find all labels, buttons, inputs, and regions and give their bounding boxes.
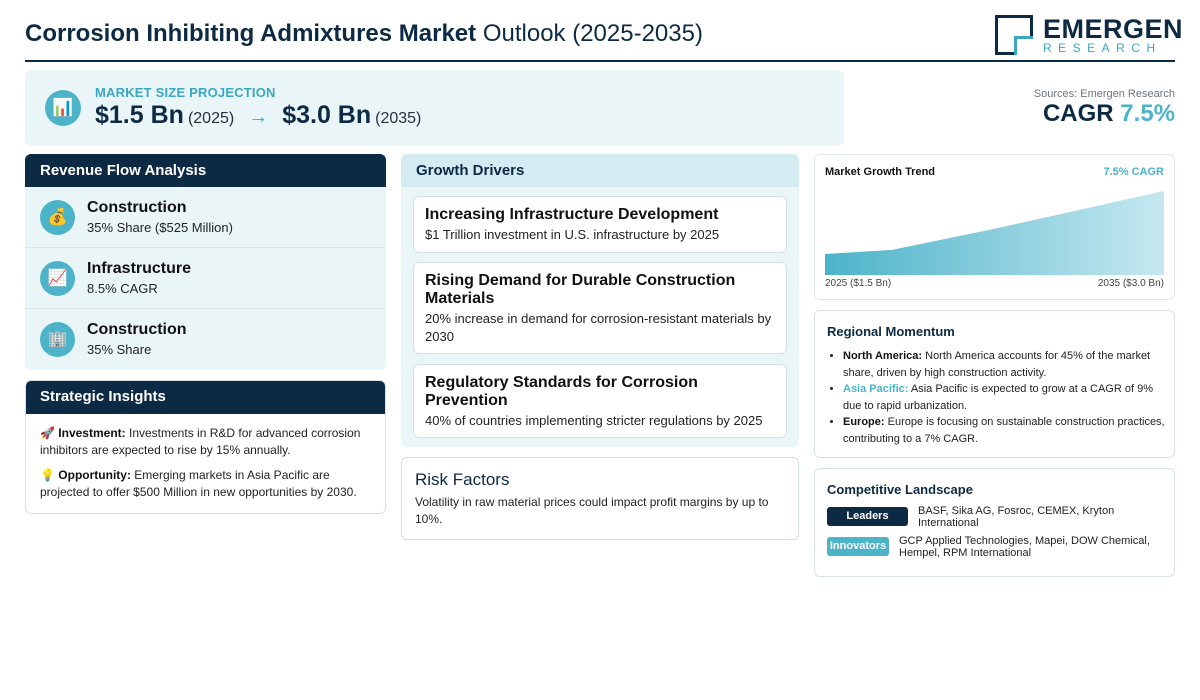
chart-up-icon: 📈 bbox=[40, 261, 75, 296]
region-name: Asia Pacific: bbox=[843, 383, 909, 395]
bar-chart-icon: 📊 bbox=[45, 90, 81, 126]
revenue-item-sub: 35% Share ($525 Million) bbox=[87, 220, 233, 235]
list-item: Europe: Europe is focusing on sustainabl… bbox=[843, 414, 1165, 447]
sources-text: Sources: Emergen Research bbox=[1033, 88, 1175, 100]
money-bag-icon: 💰 bbox=[40, 200, 75, 235]
driver-desc: 20% increase in demand for corrosion-res… bbox=[425, 311, 772, 344]
risk-factors-title: Risk Factors bbox=[415, 470, 510, 489]
start-year: (2025) bbox=[187, 110, 235, 127]
region-text: North America accounts for 45% of the ma… bbox=[843, 350, 1151, 379]
driver-item: Rising Demand for Durable Construction M… bbox=[413, 262, 787, 354]
insight-text: Emerging markets in Asia Pacific are pro… bbox=[40, 468, 357, 499]
competitive-landscape-card: Competitive Landscape Leaders BASF, Sika… bbox=[814, 468, 1175, 577]
trend-title: Market Growth Trend bbox=[825, 166, 936, 178]
revenue-item-sub: 8.5% CAGR bbox=[87, 281, 158, 296]
strategic-insights-card: Strategic Insights 🚀 Investment: Investm… bbox=[25, 380, 386, 514]
start-value: $1.5 Bn bbox=[95, 101, 184, 129]
growth-area-chart bbox=[825, 191, 1164, 275]
driver-desc: $1 Trillion investment in U.S. infrastru… bbox=[425, 227, 720, 242]
insight-opportunity: 💡 Opportunity: Emerging markets in Asia … bbox=[26, 467, 385, 501]
trend-end-label: 2035 ($3.0 Bn) bbox=[1097, 278, 1164, 289]
emergen-logo: EMERGEN RESEARCH bbox=[995, 14, 1183, 56]
title-rest: Outlook (2025-2035) bbox=[482, 20, 703, 47]
arrow-right-icon: → bbox=[248, 106, 269, 128]
trend-start-label: 2025 ($1.5 Bn) bbox=[825, 278, 892, 289]
page-title: Corrosion Inhibiting Admixtures Market O… bbox=[25, 20, 703, 48]
cagr-value: 7.5% bbox=[1120, 100, 1175, 127]
revenue-item: 💰 Construction 35% Share ($525 Million) bbox=[25, 187, 386, 248]
logo-mark-icon bbox=[995, 15, 1033, 55]
page-header: Corrosion Inhibiting Admixtures Market O… bbox=[25, 12, 1183, 62]
logo-word: EMERGEN bbox=[1043, 14, 1184, 44]
insight-label: Investment: bbox=[58, 426, 126, 440]
innovators-badge: Innovators bbox=[827, 537, 889, 556]
driver-title: Regulatory Standards for Corrosion Preve… bbox=[425, 374, 698, 409]
risk-factors-desc: Volatility in raw material prices could … bbox=[415, 495, 769, 526]
market-size-projection: 📊 MARKET SIZE PROJECTION $1.5 Bn (2025) → $… bbox=[25, 70, 844, 146]
driver-title: Increasing Infrastructure Development bbox=[425, 206, 719, 223]
insight-text: Investments in R&D for advanced corrosio… bbox=[40, 426, 361, 457]
driver-item: Increasing Infrastructure Development $1… bbox=[413, 196, 787, 253]
revenue-flow-title: Revenue Flow Analysis bbox=[25, 154, 386, 187]
cagr-label: CAGR bbox=[1042, 100, 1114, 127]
driver-item: Regulatory Standards for Corrosion Preve… bbox=[413, 364, 787, 438]
leaders-badge: Leaders bbox=[827, 507, 908, 526]
list-item: North America: North America accounts fo… bbox=[843, 348, 1165, 381]
innovators-list: GCP Applied Technologies, Mapei, DOW Che… bbox=[899, 535, 1150, 559]
list-item: Asia Pacific: Asia Pacific is expected t… bbox=[843, 381, 1165, 414]
insight-investment: 🚀 Investment: Investments in R&D for adv… bbox=[26, 425, 385, 459]
rocket-icon: 🚀 bbox=[40, 426, 55, 440]
end-value: $3.0 Bn bbox=[282, 101, 372, 129]
lightbulb-icon: 💡 bbox=[40, 468, 55, 482]
revenue-item-name: Construction bbox=[87, 199, 187, 216]
growth-area bbox=[825, 191, 1164, 275]
trend-cagr: 7.5% CAGR bbox=[1103, 166, 1164, 178]
regional-momentum-title: Regional Momentum bbox=[827, 324, 955, 339]
cagr-headline: CAGR 7.5% bbox=[1043, 100, 1175, 128]
insight-label: Opportunity: bbox=[58, 468, 131, 482]
title-bold: Corrosion Inhibiting Admixtures Market bbox=[25, 20, 477, 47]
region-name: Europe: bbox=[843, 416, 885, 428]
revenue-item-sub: 35% Share bbox=[87, 342, 152, 357]
projection-values: $1.5 Bn (2025) → $3.0 Bn (2035) bbox=[95, 101, 421, 130]
projection-label: MARKET SIZE PROJECTION bbox=[95, 85, 276, 100]
end-year: (2035) bbox=[375, 110, 422, 127]
regional-list: North America: North America accounts fo… bbox=[843, 348, 1165, 447]
building-icon: 🏢 bbox=[40, 322, 75, 357]
driver-desc: 40% of countries implementing stricter r… bbox=[425, 413, 763, 428]
risk-factors-card: Risk Factors Volatility in raw material … bbox=[401, 457, 799, 540]
region-text: Europe is focusing on sustainable constr… bbox=[843, 416, 1165, 445]
revenue-item-name: Construction bbox=[87, 321, 187, 338]
competitive-landscape-title: Competitive Landscape bbox=[827, 482, 973, 497]
market-growth-trend-card: Market Growth Trend 7.5% CAGR 2025 ($1.5… bbox=[814, 154, 1175, 300]
growth-drivers-card: Growth Drivers Increasing Infrastructure… bbox=[401, 154, 799, 447]
driver-title: Rising Demand for Durable Construction M… bbox=[425, 272, 736, 307]
strategic-insights-title: Strategic Insights bbox=[26, 381, 385, 414]
revenue-item: 📈 Infrastructure 8.5% CAGR bbox=[25, 248, 386, 309]
regional-momentum-card: Regional Momentum North America: North A… bbox=[814, 310, 1175, 458]
growth-drivers-title: Growth Drivers bbox=[401, 154, 799, 187]
region-name: North America: bbox=[843, 350, 923, 362]
revenue-item: 🏢 Construction 35% Share bbox=[25, 309, 386, 370]
logo-sub: RESEARCH bbox=[1043, 41, 1162, 55]
revenue-flow-card: Revenue Flow Analysis 💰 Construction 35%… bbox=[25, 154, 386, 370]
leaders-list: BASF, Sika AG, Fosroc, CEMEX, Kryton Int… bbox=[918, 505, 1115, 529]
revenue-item-name: Infrastructure bbox=[87, 260, 192, 277]
region-text: Asia Pacific is expected to grow at a CA… bbox=[843, 383, 1153, 412]
